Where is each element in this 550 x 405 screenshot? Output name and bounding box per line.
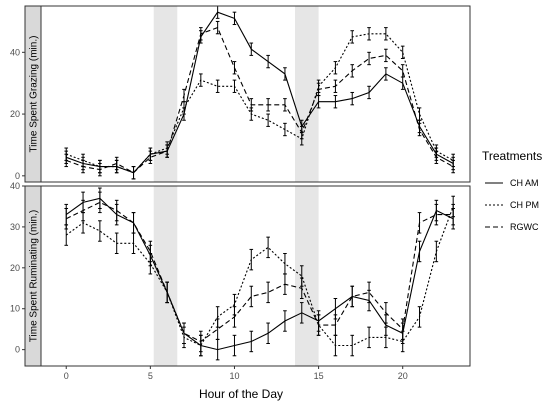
panel-2: Time Spent Ruminating (min.) 0 10 20 30 40 — [10, 181, 471, 367]
y-axis-title: Time Spent Grazing (min.) — [29, 36, 40, 153]
panel-border — [40, 185, 471, 367]
y-tick-label: 0 — [15, 171, 20, 181]
y-tick-label: 20 — [10, 263, 20, 273]
series-line — [66, 11, 454, 174]
legend-label: CH PM — [510, 200, 539, 210]
legend-label: RGWC — [510, 222, 539, 232]
y-tick-label: 20 — [10, 109, 20, 119]
y-tick-label: 40 — [10, 181, 20, 191]
shaded-band — [295, 186, 319, 366]
x-tick-label: 10 — [229, 371, 239, 381]
plot-area — [41, 186, 470, 366]
y-axis-title: Time Spent Ruminating (min.) — [29, 210, 40, 342]
series-line — [65, 201, 454, 343]
series-line — [66, 33, 454, 174]
x-tick-label: 5 — [148, 371, 153, 381]
x-tick-label: 15 — [314, 371, 324, 381]
x-axis-title: Hour of the Day — [199, 387, 283, 401]
x-tick-label: 0 — [64, 371, 69, 381]
shaded-band — [295, 6, 319, 182]
plot-area — [41, 6, 470, 182]
y-tick-label: 0 — [15, 345, 20, 355]
y-tick-label: 10 — [10, 304, 20, 314]
legend: Treatments CH AM CH PM RGWC — [482, 149, 542, 232]
y-tick-label: 40 — [10, 47, 20, 57]
series-line — [65, 206, 454, 347]
y-tick-label: 30 — [10, 222, 20, 232]
series-line — [66, 26, 454, 174]
legend-label: CH AM — [510, 178, 539, 188]
panel-1: Time Spent Grazing (min.) 0 20 40 — [10, 5, 471, 183]
legend-title: Treatments — [482, 149, 542, 163]
panel-border — [40, 5, 471, 183]
x-tick-label: 20 — [398, 371, 408, 381]
shaded-band — [153, 6, 178, 182]
shaded-band — [153, 186, 178, 366]
series-line — [65, 197, 454, 351]
